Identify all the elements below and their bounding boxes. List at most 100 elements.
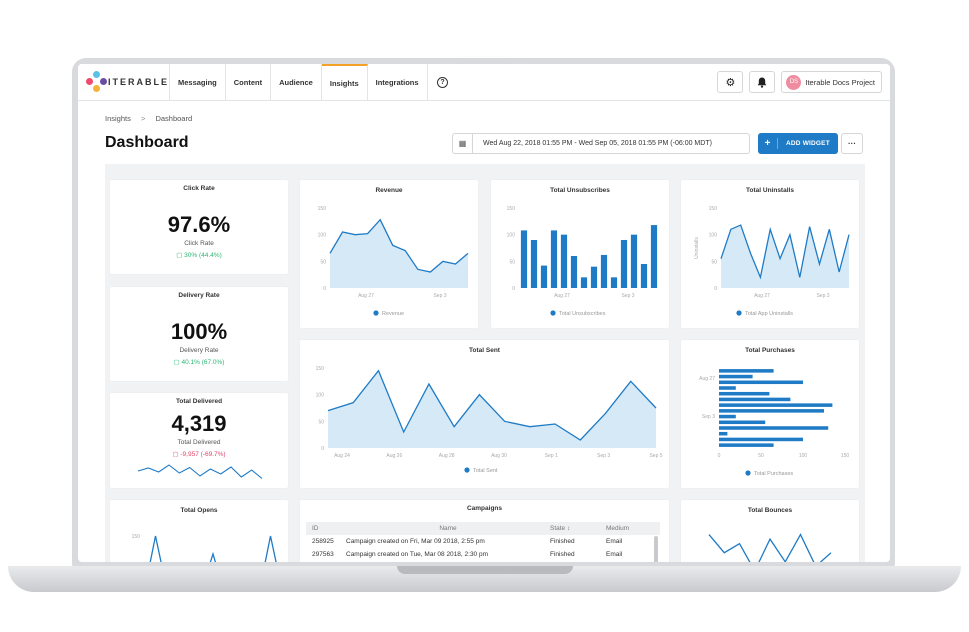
tab-insights[interactable]: Insights — [321, 64, 368, 100]
y-tick-label: 150 — [507, 206, 516, 212]
campaigns-table: ID Name State ↕ Medium 258925 Campaign c… — [306, 522, 660, 561]
legend-label: Total App Uninstalls — [745, 311, 793, 317]
help-button[interactable]: ? — [428, 64, 458, 100]
x-tick-label: Aug 30 — [491, 453, 507, 459]
column-header[interactable]: Medium — [606, 525, 630, 532]
settings-button[interactable]: ⚙ — [717, 71, 744, 93]
y-tick-label: 50 — [318, 419, 324, 425]
y-tick-label: 150 — [318, 206, 327, 212]
total-delivered-card[interactable]: Total Delivered 4,319 Total Delivered ▢ … — [110, 393, 288, 488]
x-tick-label: Sep 3 — [816, 293, 829, 299]
bar — [719, 426, 829, 430]
y-tick-label: 0 — [321, 446, 324, 452]
legend-label: Total Unsubscribes — [559, 311, 606, 317]
column-header[interactable]: ID — [312, 525, 319, 532]
bar — [719, 386, 736, 390]
bar — [630, 234, 638, 288]
purchases-card[interactable]: Total Purchases 0 50 100 150 Aug 27 Sep 3 Total… — [681, 340, 859, 488]
bounces-card[interactable]: Total Bounces — [681, 500, 859, 562]
top-nav: ITERABLE Messaging Content Audience Insi… — [78, 64, 890, 101]
bar — [719, 431, 728, 436]
total-delivered-label: Total Delivered — [177, 439, 221, 446]
x-tick-label: Sep 3 — [597, 453, 610, 459]
area-fill — [330, 219, 468, 288]
tab-messaging[interactable]: Messaging — [170, 64, 226, 100]
logo-icon — [86, 71, 107, 93]
logo[interactable]: ITERABLE — [78, 64, 170, 100]
x-tick-label: Aug 27 — [358, 293, 374, 299]
bar — [560, 234, 568, 288]
laptop-notch — [397, 566, 573, 574]
bar — [719, 437, 803, 442]
x-tick-label: Sep 3 — [621, 293, 634, 299]
breadcrumb: Insights > Dashboard — [105, 114, 192, 123]
date-range-picker[interactable]: ▦ Wed Aug 22, 2018 01:55 PM - Wed Sep 05… — [452, 133, 750, 154]
card-title: Delivery Rate — [178, 292, 220, 299]
table-row[interactable]: 258925 Campaign created on Fri, Mar 09 2… — [306, 535, 660, 548]
plus-icon: + — [758, 138, 778, 149]
y-tick-label: 50 — [711, 259, 717, 265]
area-fill — [328, 370, 656, 448]
bar — [540, 265, 548, 288]
unsubscribes-card[interactable]: Total Unsubscribes 0 50 100 150 Aug 27 Sep 3 To… — [491, 180, 669, 328]
bar — [719, 409, 824, 413]
breadcrumb-separator: > — [140, 114, 146, 123]
legend-marker — [464, 467, 470, 473]
x-tick-label: 150 — [841, 453, 850, 459]
legend-marker — [736, 310, 742, 316]
tab-audience[interactable]: Audience — [271, 64, 322, 100]
legend-marker — [745, 470, 751, 476]
campaign-state: Finished — [550, 538, 575, 545]
column-header[interactable]: State ↕ — [550, 525, 571, 532]
bar — [550, 230, 558, 288]
purchases-chart: Total Purchases 0 50 100 150 Aug 27 Sep 3 Total… — [699, 347, 850, 477]
bar — [719, 391, 770, 396]
add-widget-label: ADD WIDGET — [786, 140, 830, 147]
y-tick-label: 150 — [316, 366, 325, 372]
legend-marker — [550, 310, 556, 316]
series-line — [149, 535, 277, 562]
uninstalls-chart: Total Uninstalls 0 50 100 150 Uninstalls Aug 2… — [694, 187, 850, 317]
breadcrumb-parent[interactable]: Insights — [105, 114, 131, 123]
column-header[interactable]: Name — [439, 525, 457, 532]
date-range-text: Wed Aug 22, 2018 01:55 PM - Wed Sep 05, … — [483, 140, 712, 147]
y-tick-label: 150 — [132, 534, 141, 540]
delivery-rate-delta: ▢ 40.1% (67.0%) — [173, 359, 225, 366]
notifications-button[interactable] — [749, 71, 776, 93]
tab-integrations[interactable]: Integrations — [368, 64, 428, 100]
total-sent-card[interactable]: Total Sent 0 50 100 150 Aug 24 Aug 26 Aug 28 Aug… — [300, 340, 669, 488]
campaigns-card[interactable]: Campaigns ID Name State ↕ Medium 258925 … — [300, 500, 669, 562]
table-scrollbar[interactable] — [654, 536, 658, 562]
opens-card[interactable]: Total Opens100150 — [110, 500, 288, 562]
add-widget-button[interactable]: + ADD WIDGET — [758, 133, 838, 154]
unsubscribes-chart: Total Unsubscribes 0 50 100 150 Aug 27 Sep 3 To… — [507, 187, 658, 317]
more-options-button[interactable]: ··· — [841, 133, 863, 154]
series-line — [329, 218, 469, 273]
x-tick-label: 100 — [799, 453, 808, 459]
campaign-id: 297563 — [312, 551, 334, 558]
series-line — [708, 533, 832, 562]
project-switcher[interactable]: DS Iterable Docs Project — [781, 71, 882, 93]
series-line — [720, 224, 850, 280]
delivery-rate-value: 100% — [170, 319, 228, 344]
tab-content[interactable]: Content — [226, 64, 272, 100]
uninstalls-card[interactable]: Total Uninstalls 0 50 100 150 Uninstalls Aug 2… — [681, 180, 859, 328]
delivery-rate-card[interactable]: Delivery Rate 100% Delivery Rate ▢ 40.1%… — [110, 287, 288, 381]
bounces-chart: Total Bounces — [708, 507, 832, 562]
chart-title: Total Purchases — [745, 347, 795, 354]
page-title: Dashboard — [105, 134, 189, 151]
chart-title: Total Opens — [180, 507, 217, 514]
app-screen: ITERABLE Messaging Content Audience Insi… — [78, 64, 890, 562]
table-row[interactable]: 297563 Campaign created on Tue, Mar 08 2… — [306, 548, 660, 561]
y-tick-label: 50 — [509, 259, 515, 265]
bar — [530, 240, 538, 288]
legend-label: Revenue — [382, 311, 404, 317]
campaign-medium: Email — [606, 538, 623, 545]
bar — [719, 403, 833, 407]
revenue-card[interactable]: Revenue 0 50 100 150 Aug 27 Sep 3 Revenue — [300, 180, 478, 328]
y-axis-label: Uninstalls — [694, 237, 700, 259]
click-rate-card[interactable]: Click Rate 97.6% Click Rate ▢ 30% (44.4%… — [110, 180, 288, 274]
opens-chart: Total Opens100150 — [132, 507, 277, 562]
bar — [600, 254, 608, 288]
card-title: Total Delivered — [175, 398, 223, 405]
